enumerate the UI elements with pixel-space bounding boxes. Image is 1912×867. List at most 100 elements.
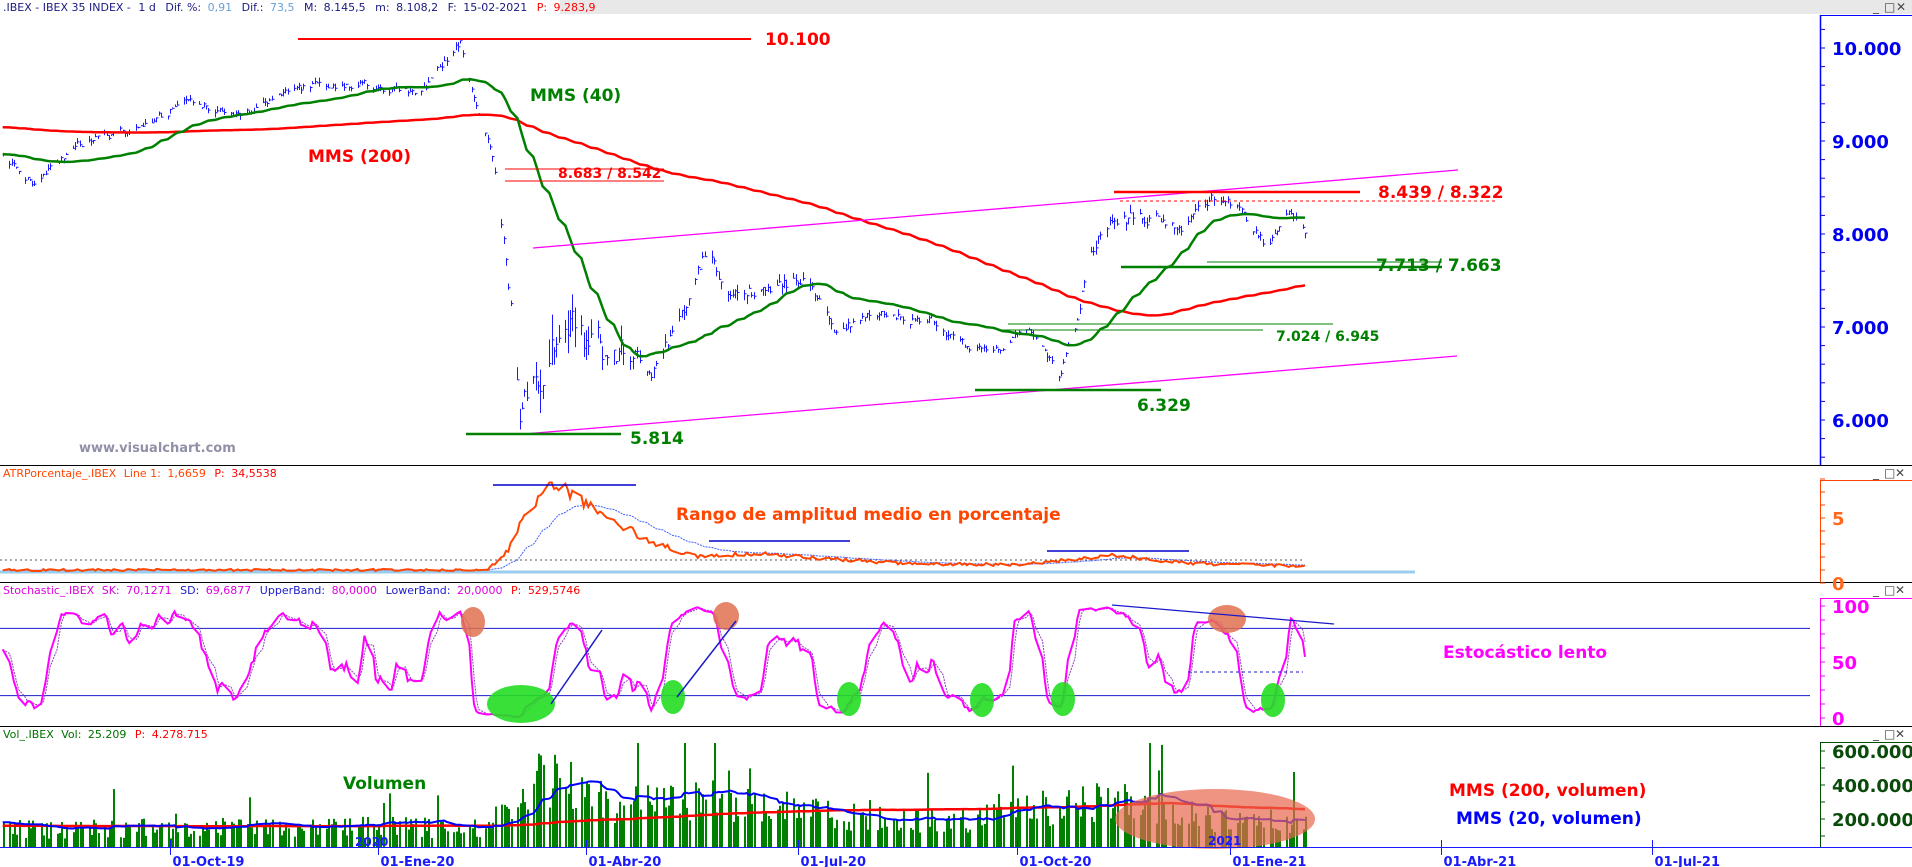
upper-band-label: UpperBand: [260, 584, 325, 597]
volume-bar [351, 830, 353, 847]
dif-label: Dif.: [242, 1, 264, 14]
mms40-line[interactable] [2, 78, 1306, 358]
vol-mms200-line[interactable] [2, 801, 1306, 828]
price-bar [749, 284, 752, 289]
volume-bar [931, 809, 933, 847]
volume-bar [399, 821, 401, 847]
volume-bar [689, 820, 691, 847]
price-bar [520, 408, 523, 430]
atr-axis-label: 5 [1832, 509, 1845, 530]
date-axis[interactable]: 01-Oct-19 01-Ene-20 01-Abr-20 01-Jul-20 01-O… [0, 840, 1912, 867]
volume-bar [1080, 816, 1082, 847]
volume-bar [600, 780, 602, 847]
volume-bar [474, 819, 476, 847]
price-bar [698, 265, 701, 275]
channel-lower-line[interactable] [523, 355, 1458, 435]
minimize-button[interactable]: _ [1872, 466, 1880, 480]
volume-bar [572, 808, 574, 847]
volume-bar [1052, 824, 1054, 847]
close-button[interactable]: ✕ [1896, 0, 1906, 14]
price-bar [1124, 211, 1127, 219]
price-bar [565, 319, 568, 343]
volume-bar [575, 808, 577, 847]
price-bar [730, 290, 733, 300]
volume-bar [428, 819, 430, 847]
price-bar [506, 258, 509, 266]
price-bar [996, 344, 999, 349]
price-bar [170, 108, 173, 114]
volume-bar [1303, 829, 1305, 847]
volume-bar [59, 833, 61, 847]
volume-bar [969, 829, 971, 847]
price-bar [1242, 207, 1245, 214]
price-bar [202, 107, 205, 110]
volume-bar [224, 821, 226, 847]
price-bar [328, 83, 331, 89]
volume-bar [584, 797, 586, 847]
price-bar [1193, 213, 1196, 220]
price-bar [199, 101, 202, 105]
volume-bar [64, 838, 66, 847]
volume-bar [588, 784, 590, 847]
level-label-6329: 6.329 [1137, 396, 1191, 416]
volume-bar [850, 830, 852, 847]
overbought-highlight [713, 602, 739, 630]
volume-bar [744, 816, 746, 847]
volume-bar [215, 821, 217, 847]
volume-bar [342, 830, 344, 847]
stoch-p-label: P: [511, 584, 521, 597]
atr-panel-header: ATRPorcentaje_.IBEX Line 1: 1,6659 P: 34… [3, 467, 277, 480]
price-bar [670, 329, 673, 337]
minimize-button[interactable]: _ [1872, 583, 1880, 597]
volume-bar [810, 816, 812, 847]
volume-bar [312, 819, 314, 847]
maximize-button[interactable]: □ [1884, 0, 1895, 14]
close-button[interactable]: ✕ [1895, 727, 1905, 741]
close-button[interactable]: ✕ [1895, 466, 1905, 480]
volume-bar [109, 826, 111, 847]
volume-bar [700, 812, 702, 847]
maximize-button[interactable]: □ [1884, 583, 1895, 597]
price-bar [1272, 234, 1275, 242]
volume-bar [202, 825, 204, 847]
volume-bar [48, 838, 50, 847]
price-panel [2, 40, 1308, 430]
sk-line[interactable] [1, 606, 1306, 719]
volume-bar [19, 819, 21, 847]
volume-bar [472, 828, 474, 847]
atr-signal-line[interactable] [2, 504, 1305, 571]
price-bar [575, 307, 578, 348]
volume-bar [1100, 796, 1102, 847]
vol-mms20-line[interactable] [2, 780, 1306, 830]
price-bar [552, 314, 555, 366]
maximize-button[interactable]: □ [1884, 727, 1895, 741]
volume-bar [159, 825, 161, 847]
stoch-trend-line[interactable] [550, 629, 603, 705]
maximize-button[interactable]: □ [1884, 466, 1895, 480]
mms200-line[interactable] [2, 113, 1306, 317]
atr-line[interactable] [2, 481, 1306, 573]
volume-bar [32, 820, 34, 847]
volume-bar [123, 837, 125, 847]
price-bar [981, 346, 984, 353]
price-bar [712, 250, 715, 264]
channel-upper-line[interactable] [532, 169, 1459, 249]
sd-line[interactable] [2, 607, 1306, 718]
minimize-button[interactable]: _ [1872, 727, 1880, 741]
volume-bar [651, 805, 653, 847]
minimize-button[interactable]: _ [1872, 0, 1880, 14]
stoch-divergence-line[interactable] [1111, 604, 1335, 625]
volume-bar [929, 826, 931, 847]
price-bar [831, 318, 834, 330]
close-button[interactable]: ✕ [1895, 583, 1905, 597]
stoch-trend-line[interactable] [676, 620, 737, 698]
volume-bar [862, 812, 864, 847]
volume-bar [424, 817, 426, 847]
price-bar [358, 81, 361, 89]
price-bar [193, 100, 196, 106]
price-bar [1149, 214, 1152, 223]
price-bar [827, 306, 830, 316]
price-bar [716, 267, 719, 277]
volume-bar [533, 783, 535, 847]
volume-bar [453, 832, 455, 847]
